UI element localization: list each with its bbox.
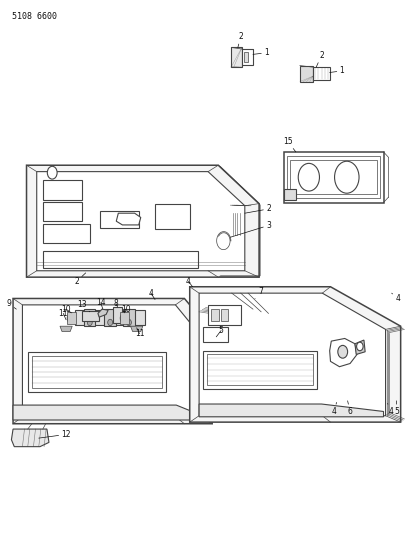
Polygon shape	[199, 293, 386, 416]
Bar	[211, 309, 219, 321]
Circle shape	[47, 166, 57, 179]
Polygon shape	[131, 326, 143, 332]
Text: 4: 4	[392, 293, 400, 303]
Polygon shape	[244, 52, 248, 62]
Text: 11: 11	[135, 328, 144, 338]
Text: 12: 12	[39, 430, 71, 439]
Text: 4: 4	[149, 289, 155, 300]
Bar	[290, 160, 377, 194]
Circle shape	[298, 163, 319, 191]
Polygon shape	[11, 429, 49, 447]
Bar	[203, 351, 317, 389]
Text: 1: 1	[253, 49, 269, 57]
Polygon shape	[330, 338, 357, 367]
Bar	[75, 310, 145, 325]
Polygon shape	[313, 67, 330, 80]
Circle shape	[120, 313, 129, 324]
Text: 2: 2	[238, 33, 243, 47]
Polygon shape	[98, 309, 108, 317]
Polygon shape	[231, 47, 242, 67]
Text: 9: 9	[7, 300, 16, 309]
Polygon shape	[13, 405, 200, 420]
Bar	[284, 189, 296, 200]
Bar	[221, 309, 228, 321]
Bar	[207, 354, 313, 385]
Polygon shape	[49, 227, 59, 241]
Circle shape	[108, 319, 113, 326]
Circle shape	[67, 313, 75, 324]
Bar	[123, 309, 135, 326]
Text: 4: 4	[331, 402, 337, 416]
Bar	[113, 307, 122, 323]
Polygon shape	[37, 172, 245, 271]
Text: 5: 5	[216, 326, 224, 337]
Circle shape	[357, 342, 363, 351]
Text: 1: 1	[330, 67, 344, 75]
Text: 4: 4	[186, 277, 193, 287]
Circle shape	[335, 161, 359, 193]
Bar	[104, 309, 116, 326]
Polygon shape	[27, 165, 259, 277]
Text: 2: 2	[74, 273, 86, 286]
Bar	[43, 224, 90, 243]
Bar	[43, 180, 82, 200]
Text: 5108 6600: 5108 6600	[12, 12, 57, 21]
Polygon shape	[190, 287, 401, 422]
Text: 2: 2	[316, 51, 324, 67]
Text: 14: 14	[96, 298, 106, 309]
Polygon shape	[13, 298, 212, 424]
Polygon shape	[22, 305, 200, 417]
Bar	[43, 251, 198, 268]
Text: 15: 15	[283, 137, 296, 152]
Bar	[208, 305, 241, 325]
Polygon shape	[355, 340, 365, 354]
Bar	[155, 204, 190, 229]
Text: 5: 5	[394, 401, 399, 416]
Polygon shape	[116, 213, 141, 225]
Bar	[100, 211, 139, 228]
Text: 10: 10	[121, 305, 131, 313]
Polygon shape	[242, 49, 253, 65]
Bar	[84, 309, 95, 326]
Polygon shape	[60, 326, 72, 332]
Bar	[67, 312, 76, 324]
Polygon shape	[300, 66, 313, 82]
Text: 3: 3	[231, 221, 271, 237]
Bar	[28, 352, 166, 392]
Text: 4: 4	[388, 403, 393, 416]
Bar	[287, 156, 380, 198]
Bar	[120, 312, 129, 324]
Text: 13: 13	[77, 301, 90, 312]
Circle shape	[126, 319, 131, 326]
Bar	[203, 327, 228, 342]
Polygon shape	[199, 404, 384, 417]
Text: 6: 6	[348, 401, 353, 416]
Text: 10: 10	[61, 305, 71, 313]
Text: 11: 11	[58, 309, 68, 320]
Circle shape	[338, 345, 348, 358]
Bar	[284, 152, 384, 203]
Bar	[32, 356, 162, 388]
Text: 2: 2	[245, 205, 271, 213]
Bar	[82, 311, 99, 321]
Text: 7: 7	[255, 287, 263, 298]
Text: 8: 8	[114, 300, 119, 308]
Circle shape	[87, 319, 92, 326]
Bar	[43, 202, 82, 221]
